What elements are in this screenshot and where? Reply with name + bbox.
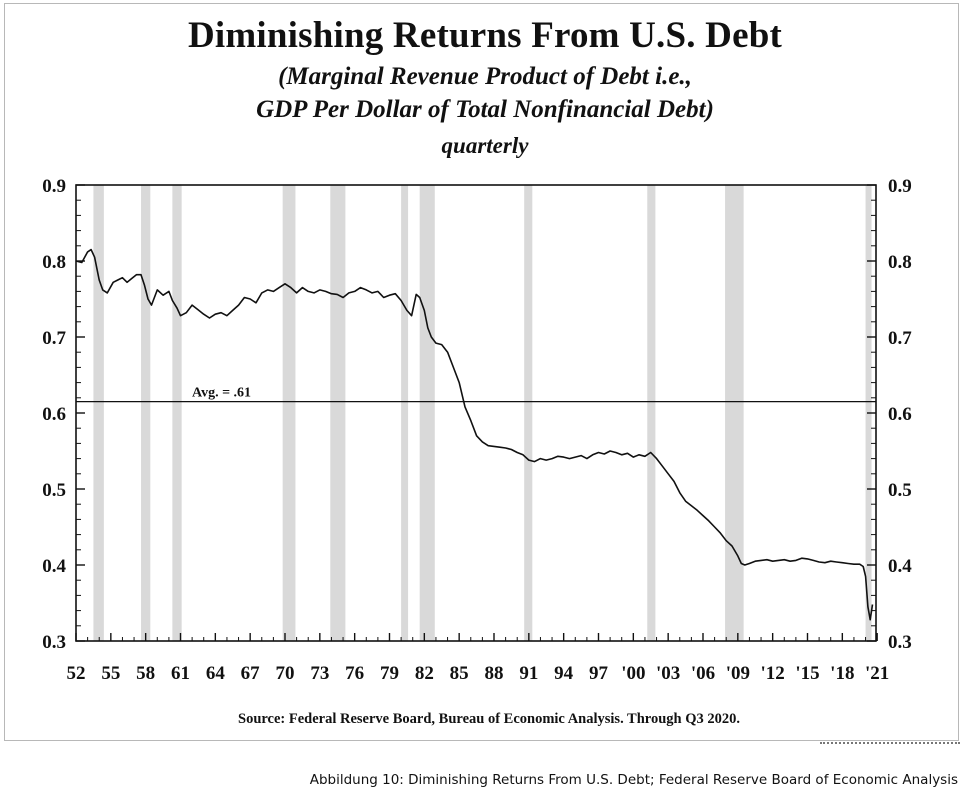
x-tick-label: 73 <box>310 663 329 684</box>
y-tick-label-left: 0.3 <box>42 632 66 653</box>
x-tick-label: 76 <box>345 663 364 684</box>
right-y-axis: 0.3 0.4 0.5 0.6 0.7 0.8 0.9 <box>867 176 912 653</box>
x-tick-label: '18 <box>830 663 854 684</box>
y-tick-label-right: 0.5 <box>888 480 912 501</box>
x-tick-label: 70 <box>275 663 294 684</box>
x-tick-label: 94 <box>554 663 574 684</box>
recession-band <box>647 185 656 641</box>
chart-subtitle-line-2: GDP Per Dollar of Total Nonfinancial Deb… <box>256 96 714 123</box>
y-tick-label-left: 0.8 <box>42 252 66 273</box>
x-tick-label: '00 <box>621 663 645 684</box>
recession-band <box>330 185 346 641</box>
recession-shading-group <box>93 185 872 641</box>
x-tick-label: '03 <box>656 663 680 684</box>
x-tick-label: 88 <box>484 663 503 684</box>
x-tick-label: 52 <box>67 663 86 684</box>
y-tick-label-right: 0.7 <box>888 328 912 349</box>
recession-band <box>419 185 435 641</box>
chart-subtitle-line-3: quarterly <box>441 133 529 158</box>
recession-band <box>725 185 744 641</box>
x-tick-label: '09 <box>726 663 750 684</box>
x-tick-label: 55 <box>101 663 120 684</box>
x-tick-label: '21 <box>865 663 889 684</box>
recession-band <box>93 185 104 641</box>
x-tick-label: '12 <box>761 663 785 684</box>
recession-band <box>141 185 151 641</box>
y-tick-label-left: 0.9 <box>42 176 66 197</box>
x-tick-label: 97 <box>589 663 609 684</box>
x-axis: 52 55 58 61 64 67 70 73 76 79 82 85 88 91 94 97 '00 '03 '0… <box>67 633 889 684</box>
x-tick-label: 82 <box>415 663 434 684</box>
y-tick-label-left: 0.7 <box>42 328 66 349</box>
recession-band <box>401 185 409 641</box>
x-tick-label: '15 <box>795 663 819 684</box>
y-tick-label-right: 0.8 <box>888 252 912 273</box>
plot-border <box>75 184 877 642</box>
chart-subtitle-line-1: (Marginal Revenue Product of Debt i.e., <box>278 63 692 90</box>
x-tick-label: 58 <box>136 663 155 684</box>
chart-title: Diminishing Returns From U.S. Debt <box>187 15 783 56</box>
y-tick-label-left: 0.5 <box>42 480 66 501</box>
series-line <box>75 248 874 621</box>
x-tick-label: 91 <box>519 663 538 684</box>
recession-band <box>172 185 182 641</box>
left-y-axis: 0.3 0.4 0.5 0.6 0.7 0.8 0.9 <box>42 176 85 653</box>
cropped-artifact <box>820 742 960 752</box>
y-tick-label-right: 0.9 <box>888 176 912 197</box>
recession-band <box>524 185 533 641</box>
recession-band <box>282 185 296 641</box>
y-tick-label-right: 0.4 <box>888 556 912 577</box>
x-tick-label: 61 <box>171 663 190 684</box>
y-tick-label-right: 0.3 <box>888 632 912 653</box>
figure-caption: Abbildung 10: Diminishing Returns From U… <box>309 772 958 788</box>
y-tick-label-right: 0.6 <box>888 404 912 425</box>
x-tick-label: 85 <box>450 663 469 684</box>
y-tick-label-left: 0.6 <box>42 404 66 425</box>
x-tick-label: '06 <box>691 663 715 684</box>
chart-frame <box>4 3 959 741</box>
y-tick-label-left: 0.4 <box>42 556 66 577</box>
average-reference-label: Avg. = .61 <box>192 386 251 401</box>
line-chart: 0.3 0.4 0.5 0.6 0.7 0.8 0.9 0.3 0.4 0.5 0.6 0.7 0.8… <box>42 176 912 727</box>
x-tick-label: 64 <box>206 663 226 684</box>
source-note: Source: Federal Reserve Board, Bureau of… <box>238 711 740 727</box>
x-tick-label: 67 <box>241 663 261 684</box>
x-tick-label: 79 <box>380 663 399 684</box>
